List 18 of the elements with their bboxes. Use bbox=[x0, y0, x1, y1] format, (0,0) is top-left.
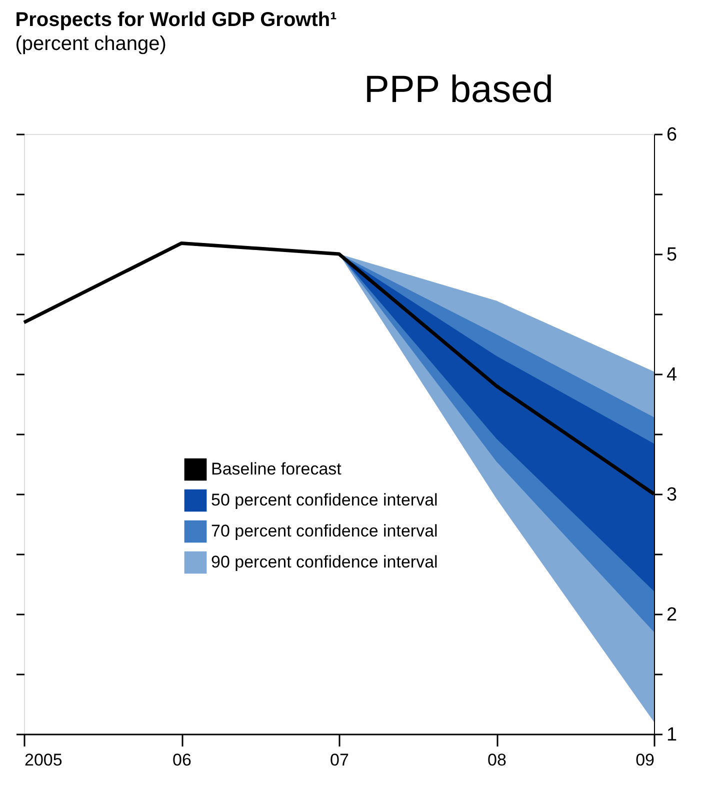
legend-label: 50 percent confidence interval bbox=[211, 490, 438, 510]
chart-subtitle: (percent change) bbox=[15, 33, 166, 55]
legend-label: 90 percent confidence interval bbox=[211, 552, 438, 572]
y-tick-label: 3 bbox=[666, 484, 678, 506]
y-tick-label: 5 bbox=[666, 244, 678, 266]
x-tick-label: 09 bbox=[636, 750, 654, 770]
x-tick-label: 07 bbox=[330, 750, 349, 770]
y-tick-label: 2 bbox=[666, 604, 678, 626]
y-tick-label: 6 bbox=[666, 124, 678, 146]
chart-title: Prospects for World GDP Growth¹ bbox=[15, 9, 338, 31]
x-tick-label: 2005 bbox=[24, 750, 62, 770]
x-tick-label: 06 bbox=[172, 750, 192, 770]
text: PPP based bbox=[364, 69, 554, 111]
legend-label: 70 percent confidence interval bbox=[211, 522, 438, 540]
y-tick-label: 1 bbox=[666, 724, 678, 746]
x-tick-label: 08 bbox=[488, 750, 506, 770]
legend-label: Baseline forecast bbox=[211, 460, 342, 478]
y-tick-label: 4 bbox=[666, 364, 678, 386]
